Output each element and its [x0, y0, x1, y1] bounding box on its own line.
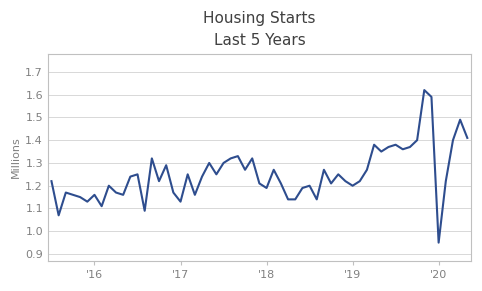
- Y-axis label: Millions: Millions: [11, 136, 21, 178]
- Title: Housing Starts
Last 5 Years: Housing Starts Last 5 Years: [203, 11, 316, 48]
